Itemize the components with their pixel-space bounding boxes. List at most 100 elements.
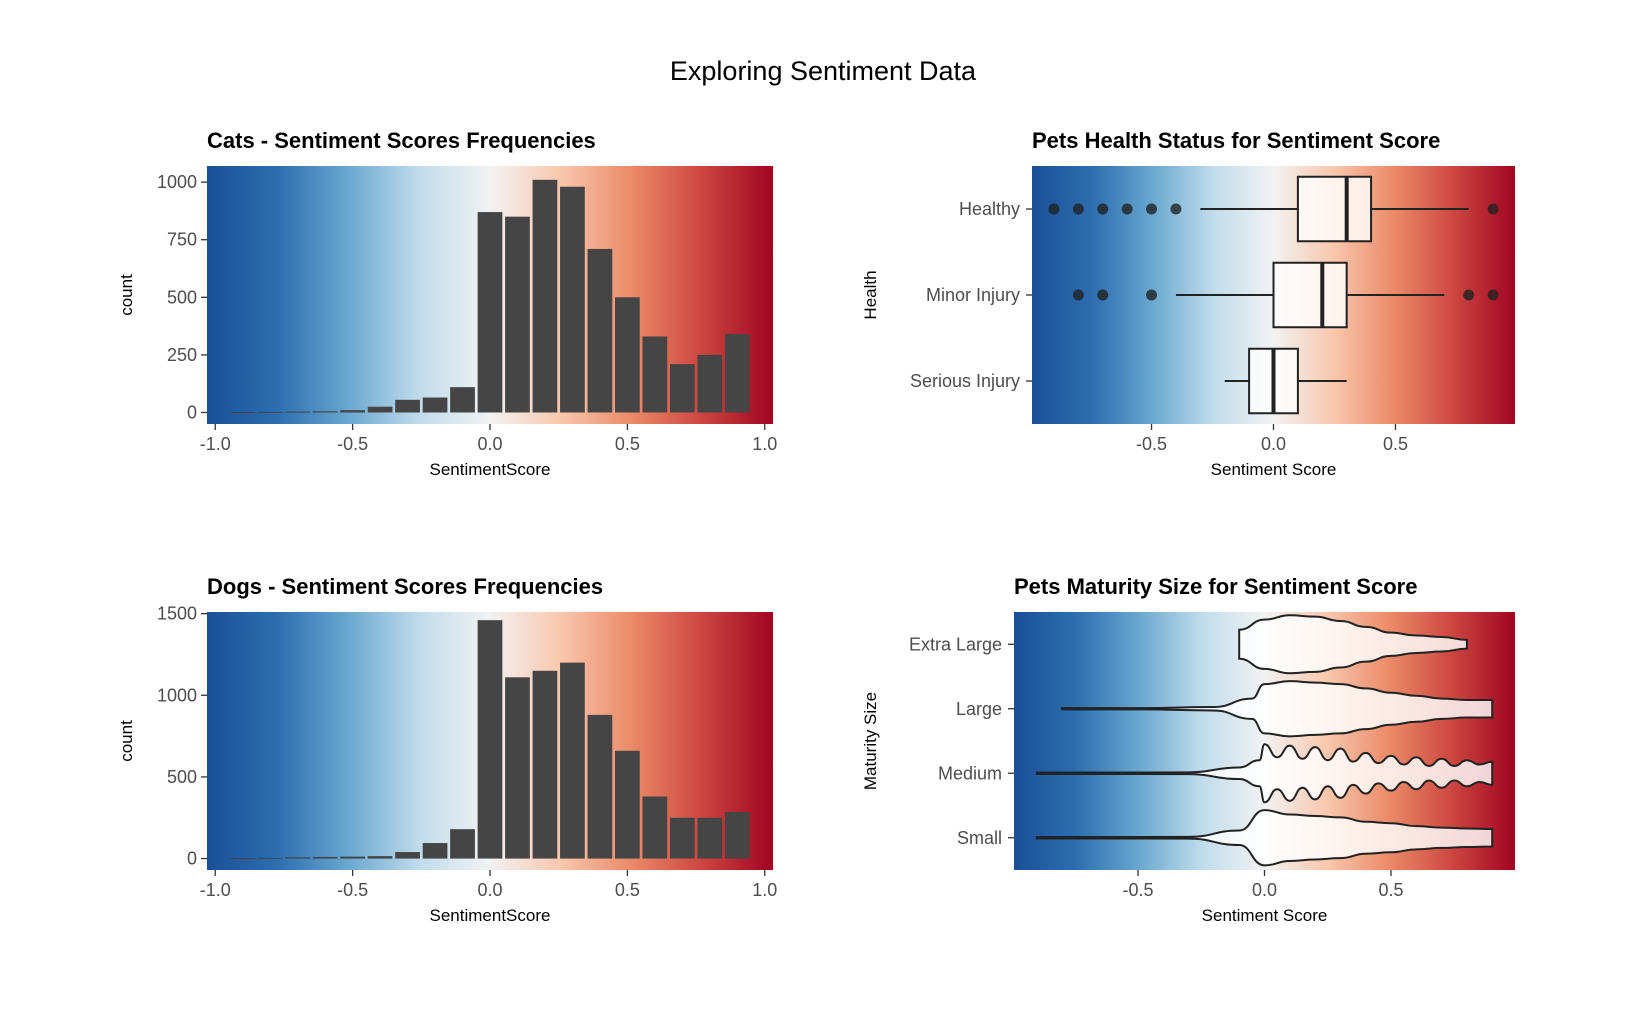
histogram-bar — [340, 856, 365, 859]
iqr-box — [1296, 175, 1373, 243]
histogram-bar — [312, 411, 338, 413]
histogram-bar — [477, 620, 503, 859]
histogram-bar — [587, 714, 613, 859]
outlier-point — [1072, 289, 1084, 301]
cats-histogram-panel: Cats - Sentiment Scores Frequencies -1.0 -… — [117, 128, 777, 479]
y-axis-title: Maturity Size — [861, 692, 880, 790]
histogram-bar — [532, 179, 558, 413]
histogram-bar — [477, 212, 503, 413]
x-tick-label: 0.5 — [1383, 434, 1408, 454]
panel-title: Dogs - Sentiment Scores Frequencies — [207, 574, 603, 599]
x-tick-label: -1.0 — [200, 880, 231, 900]
y-tick-label: 0 — [187, 402, 197, 422]
x-tick-label: 0.0 — [477, 434, 502, 454]
y-tick-label: Small — [957, 828, 1002, 848]
histogram-bar — [697, 354, 723, 413]
histogram-bar — [724, 812, 750, 859]
violin-shape — [1061, 680, 1494, 738]
histogram-bar — [367, 406, 393, 413]
y-axis-title: Health — [861, 270, 880, 319]
y-tick-label: 0 — [187, 849, 197, 869]
outlier-point — [1487, 289, 1499, 301]
violin-shape — [1238, 614, 1468, 675]
x-axis-title: Sentiment Score — [1202, 906, 1328, 925]
y-axis-title: count — [117, 720, 136, 762]
x-tick-label: -1.0 — [200, 434, 231, 454]
y-tick-label: 1000 — [157, 172, 197, 192]
y-tick-label: 250 — [167, 345, 197, 365]
panel-title: Pets Maturity Size for Sentiment Score — [1014, 574, 1417, 599]
histogram-bar — [587, 248, 613, 413]
outlier-point — [1072, 203, 1084, 215]
outlier-point — [1146, 289, 1158, 301]
histogram-bar — [560, 186, 585, 413]
histogram-bar — [367, 856, 393, 859]
y-tick-label: Large — [956, 699, 1002, 719]
x-tick-label: 0.5 — [615, 880, 640, 900]
y-tick-label: Serious Injury — [910, 371, 1020, 391]
iqr-box — [1272, 261, 1348, 329]
histogram-bar — [395, 399, 420, 413]
histogram-bar — [312, 856, 338, 859]
histogram-bar — [257, 857, 283, 859]
y-axis-title: count — [117, 274, 136, 316]
histogram-bar — [642, 336, 668, 413]
histogram-bar — [230, 858, 256, 860]
x-axis-title: SentimentScore — [430, 906, 551, 925]
histogram-bar — [285, 857, 311, 859]
y-tick-label: Medium — [938, 763, 1002, 783]
maturity-violin-panel: Pets Maturity Size for Sentiment Score -0… — [861, 574, 1515, 925]
histogram-bar — [450, 829, 475, 859]
x-tick-label: -0.5 — [337, 434, 368, 454]
outlier-point — [1121, 203, 1133, 215]
x-tick-label: 0.5 — [1378, 880, 1403, 900]
y-tick-label: Minor Injury — [926, 285, 1020, 305]
histogram-bar — [615, 297, 640, 413]
x-tick-label: -0.5 — [1122, 880, 1153, 900]
histogram-bar — [669, 817, 695, 859]
histogram-bar — [257, 411, 283, 413]
x-tick-label: -0.5 — [1136, 434, 1167, 454]
x-tick-label: 0.5 — [615, 434, 640, 454]
outlier-point — [1146, 203, 1158, 215]
x-axis-title: SentimentScore — [430, 460, 551, 479]
outlier-point — [1048, 203, 1060, 215]
x-axis-title: Sentiment Score — [1211, 460, 1337, 479]
histogram-bar — [669, 364, 695, 413]
y-tick-label: 1500 — [157, 604, 197, 624]
histogram-bar — [340, 410, 365, 413]
x-tick-label: -0.5 — [337, 880, 368, 900]
histogram-bar — [285, 411, 311, 413]
x-tick-label: 0.0 — [477, 880, 502, 900]
x-tick-label: 0.0 — [1261, 434, 1286, 454]
histogram-bar — [724, 334, 750, 413]
histogram-bar — [450, 387, 475, 413]
y-tick-label: 500 — [167, 767, 197, 787]
histogram-bar — [395, 852, 420, 859]
y-tick-label: Extra Large — [909, 634, 1002, 654]
violin-shape — [1035, 809, 1494, 867]
violin-shape — [1035, 743, 1494, 804]
figure-title: Exploring Sentiment Data — [670, 56, 977, 86]
dogs-histogram-panel: Dogs - Sentiment Scores Frequencies -1.0 -… — [117, 574, 777, 925]
outlier-point — [1097, 289, 1109, 301]
y-tick-label: Healthy — [959, 199, 1020, 219]
outlier-point — [1487, 203, 1499, 215]
panel-title: Pets Health Status for Sentiment Score — [1032, 128, 1440, 153]
outlier-point — [1170, 203, 1182, 215]
histogram-bar — [615, 750, 640, 859]
x-tick-label: 1.0 — [752, 434, 777, 454]
histogram-bar — [505, 677, 530, 859]
y-tick-label: 750 — [167, 230, 197, 250]
y-tick-label: 500 — [167, 287, 197, 307]
histogram-bar — [422, 843, 448, 859]
histogram-bar — [697, 817, 723, 859]
histogram-bar — [560, 662, 585, 859]
x-tick-label: 1.0 — [752, 880, 777, 900]
outlier-point — [1097, 203, 1109, 215]
panel-title: Cats - Sentiment Scores Frequencies — [207, 128, 596, 153]
histogram-bar — [230, 412, 256, 414]
health-boxplot-panel: Pets Health Status for Sentiment Score -0… — [861, 128, 1515, 479]
histogram-bar — [642, 796, 668, 859]
